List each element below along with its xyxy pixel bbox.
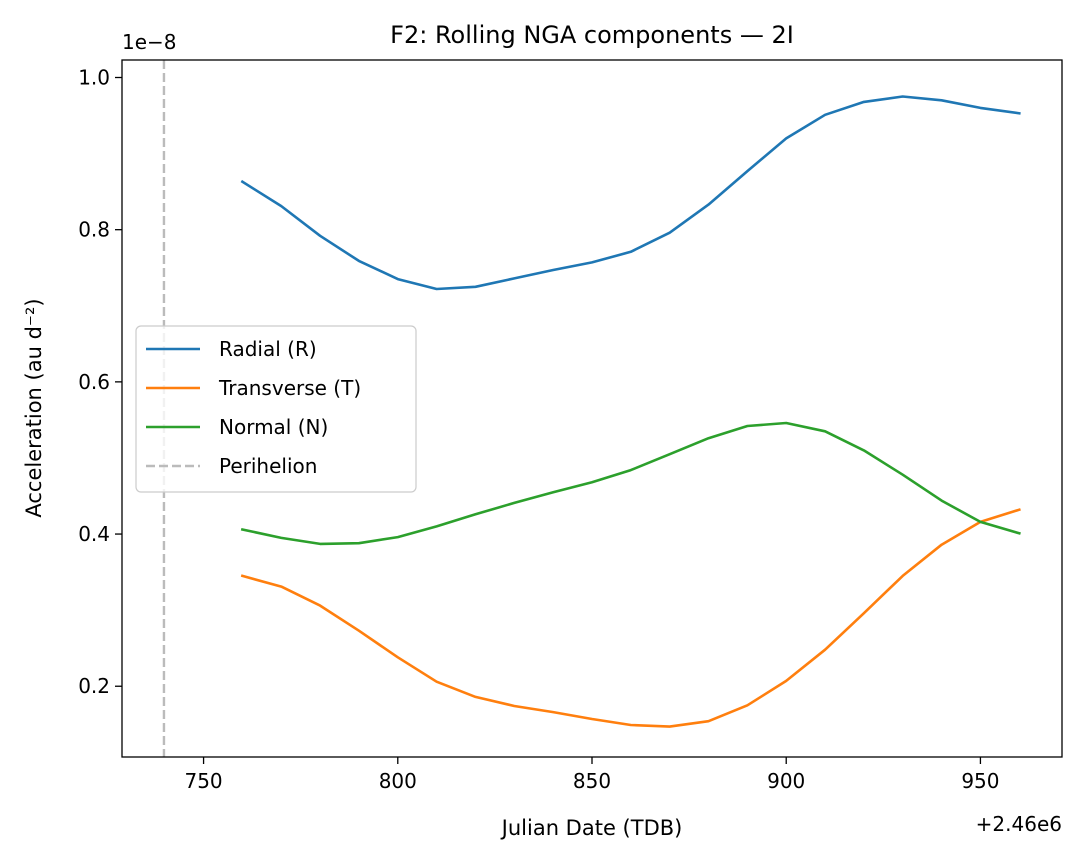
- y-tick-label: 0.6: [78, 370, 110, 394]
- series-line-normal: [240, 421, 1021, 546]
- y-tick-label: 0.8: [78, 218, 110, 242]
- y-axis-label: Acceleration (au d⁻²): [22, 298, 46, 517]
- legend-label: Transverse (T): [218, 376, 361, 400]
- legend: Radial (R) Transverse (T) Normal (N) Perihe…: [135, 325, 417, 493]
- legend-label: Radial (R): [219, 337, 317, 361]
- x-tick-label: 950: [961, 769, 999, 793]
- y-tick-label: 0.2: [78, 674, 110, 698]
- y-scale-label: 1e−8: [122, 30, 177, 54]
- legend-box: [135, 325, 417, 493]
- x-tick-label: 750: [184, 769, 222, 793]
- x-tick-label: 850: [573, 769, 611, 793]
- x-tick-label: 800: [379, 769, 417, 793]
- y-tick-label: 1.0: [78, 66, 110, 90]
- series-line-radial: [240, 95, 1021, 291]
- chart-title: F2: Rolling NGA components — 2I: [390, 21, 794, 49]
- x-offset-label: +2.46e6: [976, 812, 1062, 836]
- legend-label: Normal (N): [219, 415, 328, 439]
- y-tick-label: 0.4: [78, 522, 110, 546]
- x-axis-label: Julian Date (TDB): [500, 816, 683, 840]
- legend-label: Perihelion: [219, 454, 317, 478]
- series-line-transverse: [240, 508, 1021, 728]
- x-tick-label: 900: [767, 769, 805, 793]
